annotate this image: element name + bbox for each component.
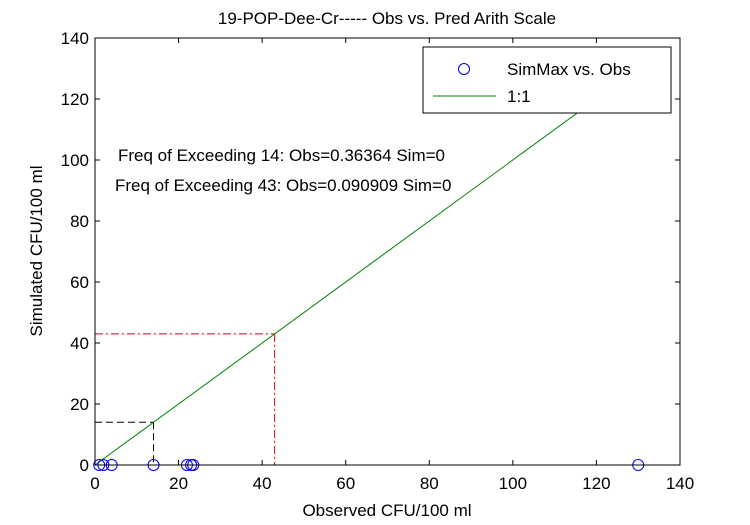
legend-label-simmax: SimMax vs. Obs <box>507 60 631 79</box>
threshold-lines <box>95 333 276 465</box>
x-tick-label: 80 <box>420 474 439 493</box>
legend-box <box>422 46 672 114</box>
y-tick-label: 40 <box>70 334 89 353</box>
annotation-exceed-43: Freq of Exceeding 43: Obs=0.090909 Sim=0 <box>115 176 451 195</box>
x-tick-label: 20 <box>169 474 188 493</box>
y-tick-label: 60 <box>70 273 89 292</box>
plot-area <box>94 37 681 466</box>
x-tick-label: 60 <box>336 474 355 493</box>
x-tick-label: 40 <box>253 474 272 493</box>
y-tick-label: 80 <box>70 212 89 231</box>
one-to-one-line <box>94 68 639 466</box>
x-tick-label: 0 <box>90 474 99 493</box>
legend-marker-simmax <box>458 63 470 75</box>
legend: SimMax vs. Obs 1:1 <box>422 46 672 114</box>
y-tick-label: 140 <box>61 29 89 48</box>
x-tick-label: 100 <box>499 474 527 493</box>
y-tick-label: 20 <box>70 395 89 414</box>
x-tick-label: 140 <box>666 474 694 493</box>
x-axis-ticks: 0 20 40 60 80 100 120 140 <box>90 38 694 493</box>
x-axis-label: Observed CFU/100 ml <box>302 501 471 520</box>
y-tick-label: 100 <box>61 151 89 170</box>
legend-label-1to1: 1:1 <box>507 87 531 106</box>
chart-title: 19-POP-Dee-Cr----- Obs vs. Pred Arith Sc… <box>218 9 556 28</box>
y-tick-label: 120 <box>61 90 89 109</box>
x-tick-label: 120 <box>582 474 610 493</box>
annotation-exceed-14: Freq of Exceeding 14: Obs=0.36364 Sim=0 <box>118 146 445 165</box>
y-tick-label: 0 <box>80 456 89 475</box>
series-layer <box>93 68 645 471</box>
y-axis-label: Simulated CFU/100 ml <box>27 165 46 336</box>
y-axis-ticks: 0 20 40 60 80 100 120 140 <box>61 29 680 475</box>
